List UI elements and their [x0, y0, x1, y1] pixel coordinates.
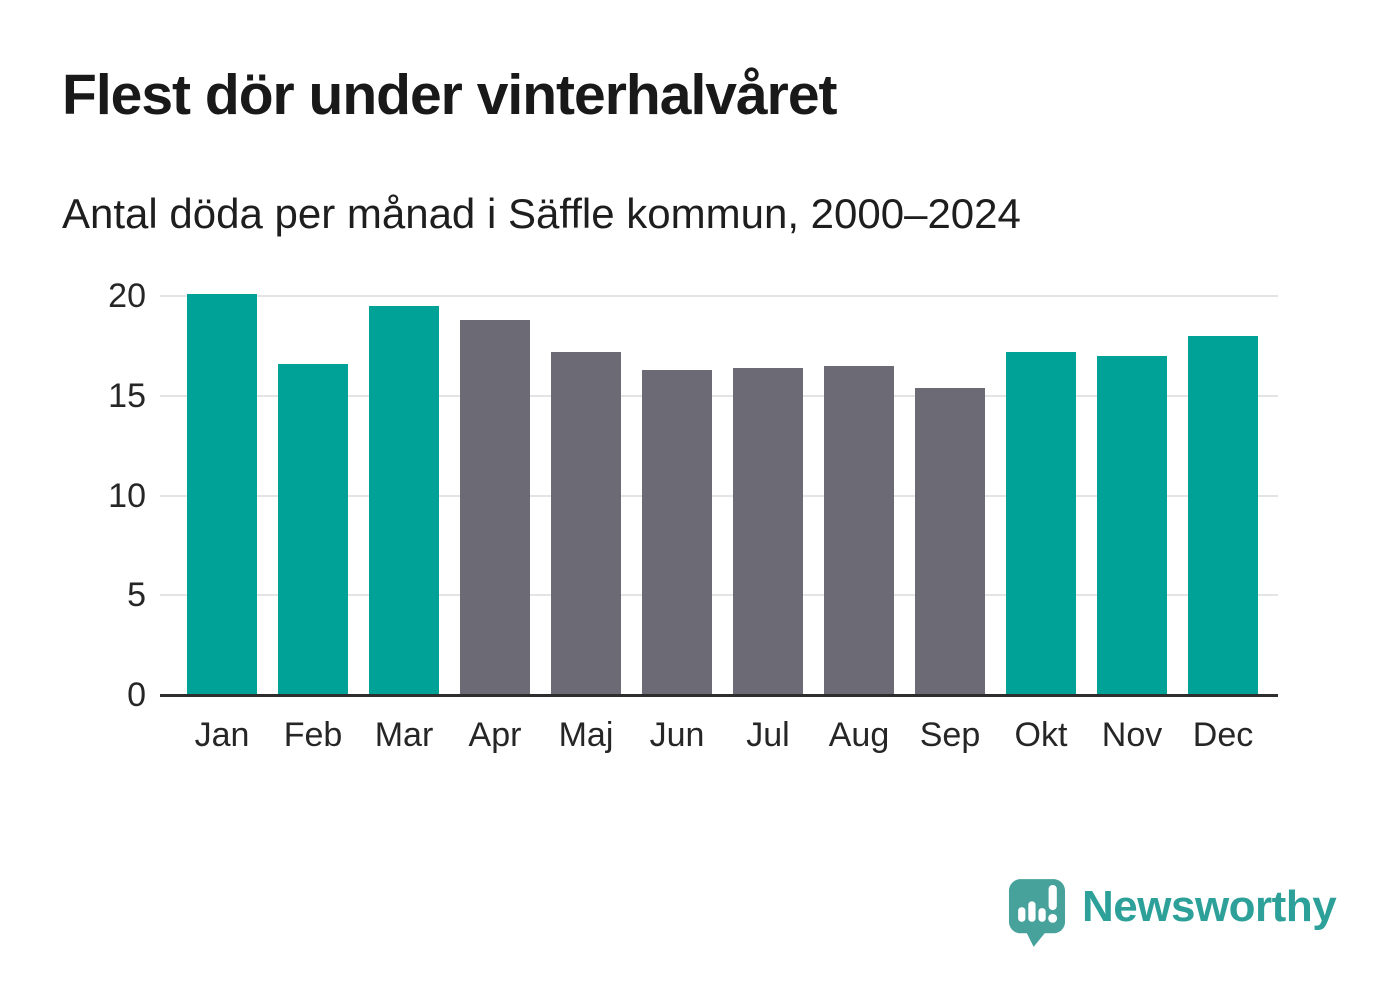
x-tick-label-jun: Jun — [649, 716, 705, 754]
gridline-5 — [160, 594, 1278, 597]
chart-plot — [160, 294, 1278, 697]
y-axis: 0 5 10 15 20 — [0, 279, 146, 712]
bar-jan — [187, 294, 257, 695]
y-tick-label-15: 15 — [108, 376, 146, 415]
newsworthy-logo: Newsworthy — [1008, 878, 1337, 948]
bar-okt — [1006, 351, 1076, 695]
gridline-20 — [160, 295, 1278, 297]
bar-maj — [551, 351, 621, 695]
bar-nov — [1097, 355, 1167, 695]
x-axis-line — [160, 694, 1278, 697]
chart-subtitle: Antal döda per månad i Säffle kommun, 20… — [62, 190, 1021, 237]
x-tick-label-sep: Sep — [919, 716, 981, 754]
bar-feb — [278, 363, 348, 695]
bar-jun — [642, 369, 712, 695]
x-tick-label-dec: Dec — [1192, 716, 1254, 754]
x-tick-label-mar: Mar — [374, 716, 434, 754]
bar-sep — [915, 387, 985, 695]
x-tick-label-apr: Apr — [468, 716, 522, 754]
y-tick-label-20: 20 — [108, 277, 146, 315]
bar-jul — [733, 367, 803, 695]
x-tick-label-aug: Aug — [828, 716, 890, 754]
logo-exclamation-dot — [1048, 913, 1058, 923]
bar-apr — [460, 319, 530, 695]
logo-bar-small — [1018, 907, 1026, 922]
logo-exclamation-stem — [1048, 884, 1057, 911]
newsworthy-speech-bubble-chart-icon — [1008, 879, 1066, 947]
y-tick-label-5: 5 — [127, 576, 146, 615]
bars — [187, 294, 1258, 695]
x-tick-label-jan: Jan — [194, 716, 250, 754]
bar-aug — [824, 365, 894, 695]
logo-bar-tall — [1028, 901, 1036, 922]
x-tick-label-feb: Feb — [283, 716, 343, 754]
logo-bar-medium — [1038, 908, 1046, 922]
bar-mar — [369, 305, 439, 695]
gridline-15 — [160, 394, 1278, 397]
x-tick-label-nov: Nov — [1101, 716, 1163, 754]
y-tick-label-10: 10 — [108, 476, 146, 515]
bar-dec — [1188, 335, 1258, 695]
newsworthy-logo-text: Newsworthy — [1082, 882, 1337, 931]
x-tick-label-okt: Okt — [1014, 716, 1068, 754]
x-tick-label-jul: Jul — [746, 716, 790, 754]
page-title: Flest dör under vinterhalvåret — [62, 63, 838, 127]
y-tick-label-0: 0 — [127, 676, 146, 714]
x-tick-label-maj: Maj — [558, 716, 614, 754]
gridline-10 — [160, 494, 1278, 497]
x-axis: Jan Feb Mar Apr Maj Jun Jul Aug Sep Okt Nov Dec — [187, 716, 1258, 755]
